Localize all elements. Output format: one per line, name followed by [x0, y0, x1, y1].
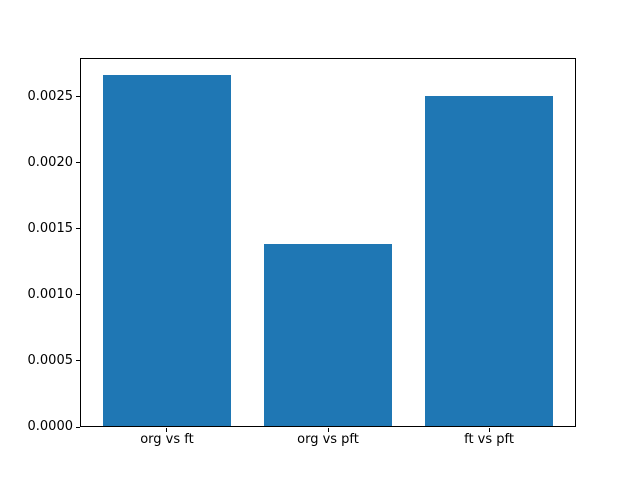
bar-org-vs-pft: [263, 243, 393, 426]
y-tick-mark: [76, 162, 80, 164]
plot-area: [80, 58, 576, 427]
y-tick-mark: [76, 360, 80, 362]
bar-ft-vs-pft: [424, 95, 554, 426]
x-tick-label: ft vs pft: [464, 432, 514, 447]
x-tick-mark: [327, 428, 329, 432]
y-tick-mark: [76, 228, 80, 230]
y-tick-label: 0.0005: [27, 352, 74, 368]
x-tick-mark: [488, 428, 490, 432]
y-tick-mark: [76, 294, 80, 296]
y-tick-label: 0.0025: [27, 88, 74, 104]
y-tick-label: 0.0000: [27, 419, 74, 434]
y-tick-label: 0.0010: [27, 286, 74, 302]
bar-org-vs-ft: [102, 74, 232, 426]
y-tick-label: 0.0020: [27, 154, 74, 170]
y-tick-label: 0.0015: [27, 220, 74, 236]
x-tick-mark: [166, 428, 168, 432]
x-tick-label: org vs ft: [140, 432, 194, 447]
x-tick-label: org vs pft: [297, 432, 359, 447]
y-tick-mark: [76, 426, 80, 428]
y-tick-mark: [76, 96, 80, 98]
